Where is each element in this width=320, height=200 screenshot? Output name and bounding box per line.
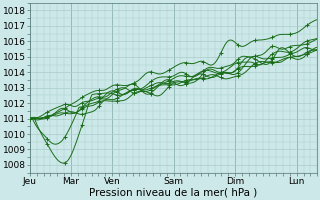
X-axis label: Pression niveau de la mer( hPa ): Pression niveau de la mer( hPa )	[90, 187, 258, 197]
